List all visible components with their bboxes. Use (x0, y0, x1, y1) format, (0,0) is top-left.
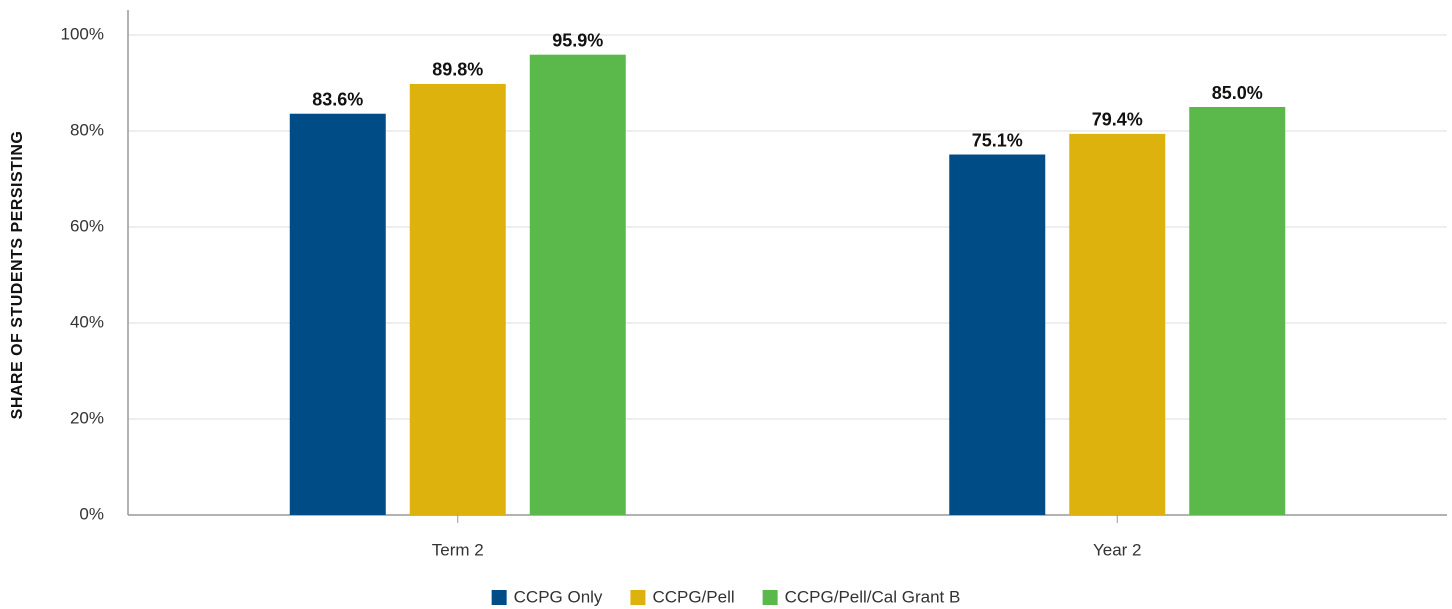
bar (289, 113, 386, 515)
legend-swatch (491, 590, 507, 605)
value-label: 83.6% (312, 89, 363, 109)
y-tick-label: 40% (70, 312, 104, 331)
value-label: 89.8% (432, 60, 483, 80)
value-label: 85.0% (1212, 83, 1263, 103)
bar (409, 83, 506, 516)
y-tick-label: 60% (70, 216, 104, 235)
value-label: 79.4% (1092, 110, 1143, 130)
value-label: 95.9% (552, 30, 603, 50)
y-tick-label: 100% (61, 24, 104, 43)
legend-swatch (762, 590, 778, 605)
bar (1189, 107, 1286, 515)
bar (1069, 133, 1166, 515)
value-label: 75.1% (972, 130, 1023, 150)
legend-label: CCPG/Pell (652, 587, 734, 606)
y-tick-label: 80% (70, 120, 104, 139)
y-axis-title: SHARE OF STUDENTS PERSISTING (9, 131, 26, 420)
bar (529, 54, 626, 516)
bar (949, 154, 1046, 515)
y-tick-label: 0% (79, 504, 104, 523)
x-tick-label: Year 2 (1093, 540, 1142, 559)
x-tick-label: Term 2 (432, 540, 484, 559)
legend-swatch (630, 590, 646, 605)
y-tick-label: 20% (70, 408, 104, 427)
legend-label: CCPG/Pell/Cal Grant B (785, 587, 961, 606)
legend-label: CCPG Only (514, 587, 603, 606)
